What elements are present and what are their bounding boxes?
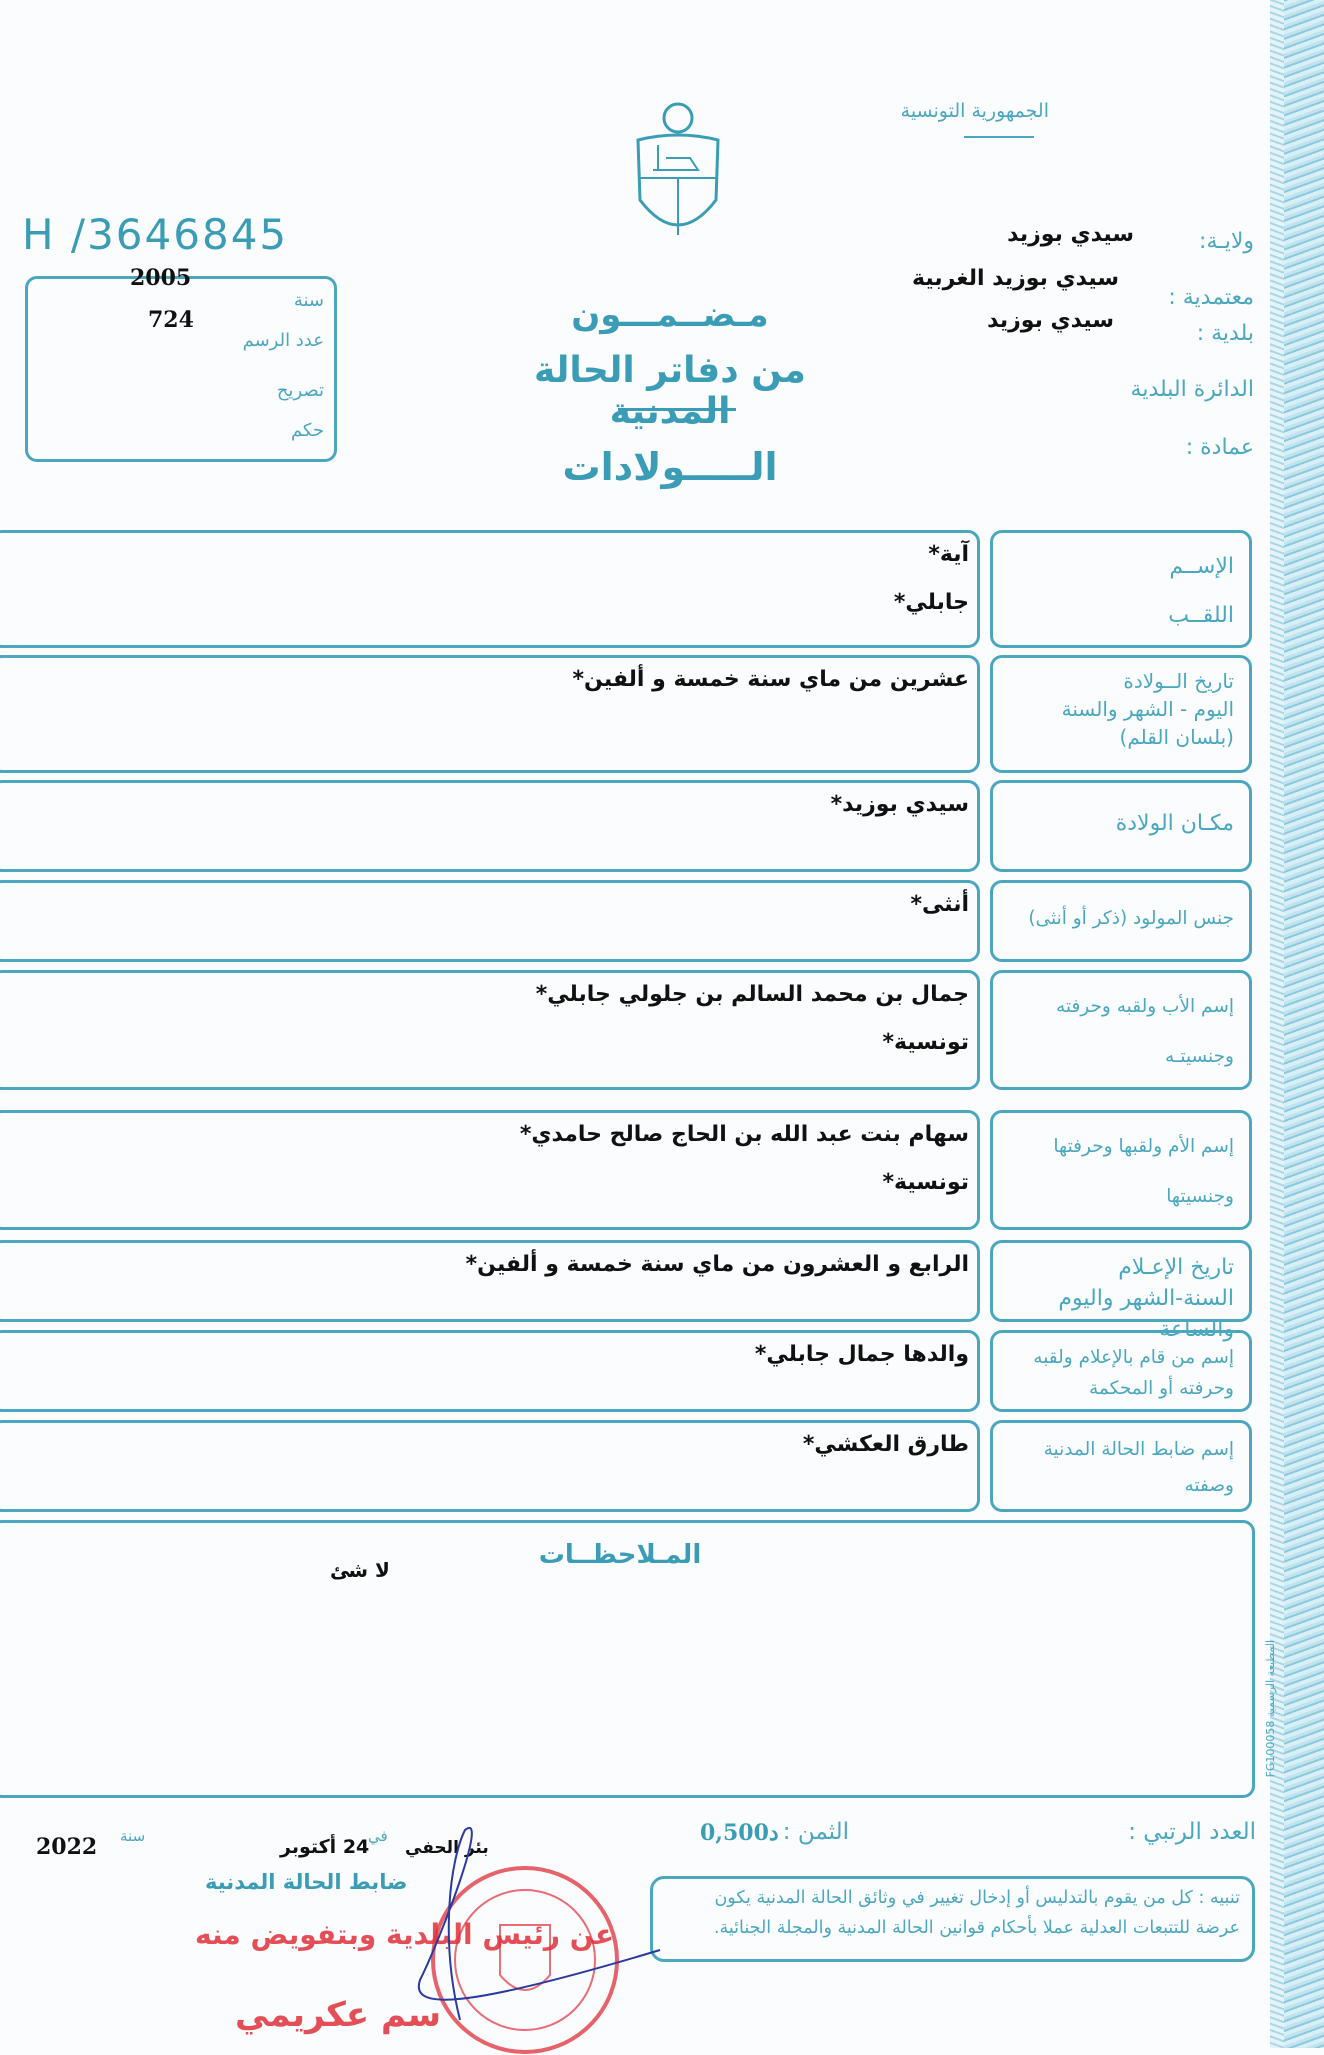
notes-label: المـلاحظــات (538, 1540, 702, 1570)
row-value2: تونسية* (882, 1170, 969, 1195)
serial-number: H /3646845 (22, 210, 289, 259)
row-label1: إسم من قام بالإعلام ولقبه (1033, 1347, 1234, 1368)
row-value1: سيدي بوزيد* (830, 792, 969, 817)
title-births: الـــــولادات (562, 445, 778, 489)
stamp-delegation-text: عن رئيس البلدية وبتفويض منه (195, 1918, 615, 1951)
printer-mark: المطبعة الرسمية FG100058 (1264, 1640, 1278, 1778)
delegation-label: معتمدية : (1168, 285, 1254, 310)
title-underline (618, 408, 736, 411)
row-label2: وجنسيتـه (1165, 1046, 1234, 1067)
row-label1: مكـان الولادة (1115, 811, 1234, 836)
wilaya-label: ولايـة: (1199, 229, 1254, 254)
notes-box (0, 1520, 1255, 1798)
row-label2: وحرفته أو المحكمة (1088, 1378, 1234, 1399)
divider (964, 136, 1034, 138)
row-value-box (0, 655, 980, 773)
stamp-name-text: سم عكريمي (235, 1995, 442, 2035)
row-label2: اليوم - الشهر والسنة (1061, 697, 1234, 721)
year-label: سنة (293, 290, 324, 311)
row-label2: وصفته (1184, 1475, 1234, 1496)
municipality-label: بلدية : (1196, 321, 1254, 346)
row-label2: وجنسيتها (1166, 1186, 1234, 1207)
row-label3: (بلسان القلم) (1119, 725, 1234, 749)
serial-order-label: العدد الرتبي : (1128, 1819, 1256, 1845)
record-box (25, 276, 337, 462)
coat-of-arms-emblem (636, 102, 720, 235)
row-value-box (0, 970, 980, 1090)
officer-title: ضابط الحالة المدنية (205, 1870, 408, 1894)
notes-value: لا شئ (330, 1558, 390, 1582)
imada-label: عمادة : (1185, 435, 1254, 460)
row-label-box (990, 530, 1252, 648)
row-label-box (990, 1110, 1252, 1230)
title-registers: من دفاتر الحالة المدنية (534, 350, 806, 432)
row-value1: طارق العكشي* (802, 1432, 969, 1457)
row-label1: إسم ضابط الحالة المدنية (1043, 1439, 1234, 1460)
record-year: 2005 (130, 265, 192, 291)
row-label-box (990, 970, 1252, 1090)
row-value-box (0, 1420, 980, 1512)
row-label-box (990, 880, 1252, 962)
row-value-box (0, 1330, 980, 1412)
row-label1: الإســم (1169, 554, 1234, 579)
row-value-box (0, 780, 980, 872)
row-value1: جمال بن محمد السالم بن جلولي جابلي* (535, 982, 969, 1007)
judgment-label: حكم (290, 420, 324, 441)
row-value-box (0, 530, 980, 648)
signature (417, 1826, 661, 2021)
row-value1: الرابع و العشرون من ماي سنة خمسة و ألفين… (465, 1252, 969, 1277)
row-value-box (0, 1110, 980, 1230)
delegation-value: سيدي بوزيد الغربية (912, 266, 1119, 291)
in-label: في (368, 1827, 388, 1845)
footer-year: 2022 (36, 1834, 98, 1860)
warning-text: تنبيه : كل من يقوم بالتدليس أو إدخال تغي… (713, 1888, 1240, 1938)
title-summary: مـضــمـــون (571, 295, 769, 335)
row-label-box (990, 655, 1252, 773)
record-number: 724 (148, 307, 194, 333)
row-label1: إسم الأب ولقبه وحرفته (1055, 996, 1234, 1017)
declaration-label: تصريح (276, 380, 324, 401)
row-label1: جنس المولود (ذكر أو أنثى) (1028, 908, 1234, 929)
row-value-box (0, 1240, 980, 1322)
price-value: 0,500د (700, 1820, 779, 1846)
municipality-value: سيدي بوزيد (987, 308, 1114, 333)
row-label-box (990, 1420, 1252, 1512)
warning-box (650, 1876, 1255, 1962)
row-label-box (990, 1330, 1252, 1412)
district-label: الدائرة البلدية (1130, 377, 1254, 402)
row-label1: تاريخ الــولادة (1123, 669, 1234, 693)
republic-label: الجمهورية التونسية (900, 100, 1049, 122)
row-label1: تاريخ الإعـلام (1118, 1255, 1234, 1280)
row-value2: تونسية* (882, 1030, 969, 1055)
footer-year-label: سنة (120, 1827, 146, 1845)
wilaya-value: سيدي بوزيد (1007, 222, 1134, 247)
row-label1: إسم الأم ولقبها وحرفتها (1053, 1136, 1234, 1157)
row-value1: آية* (928, 542, 969, 567)
row-value1: أنثى* (910, 892, 969, 917)
row-value-box (0, 880, 980, 962)
row-value1: عشرين من ماي سنة خمسة و ألفين* (572, 667, 969, 692)
row-label-box (990, 1240, 1252, 1322)
row-label2: اللقــب (1168, 603, 1234, 628)
issue-date: 24 أكتوبر (280, 1836, 370, 1858)
row-value1: والدها جمال جابلي* (754, 1342, 969, 1367)
security-border-inner (1270, 0, 1284, 2048)
number-label: عدد الرسم (242, 330, 324, 351)
row-value2: جابلي* (893, 590, 969, 615)
row-label-box (990, 780, 1252, 872)
row-value1: سهام بنت عبد الله بن الحاج صالح حامدي* (519, 1122, 969, 1147)
price-label: الثمن : (782, 1819, 849, 1845)
row-label2: السنة-الشهر واليوم والساعة (1058, 1286, 1234, 1342)
